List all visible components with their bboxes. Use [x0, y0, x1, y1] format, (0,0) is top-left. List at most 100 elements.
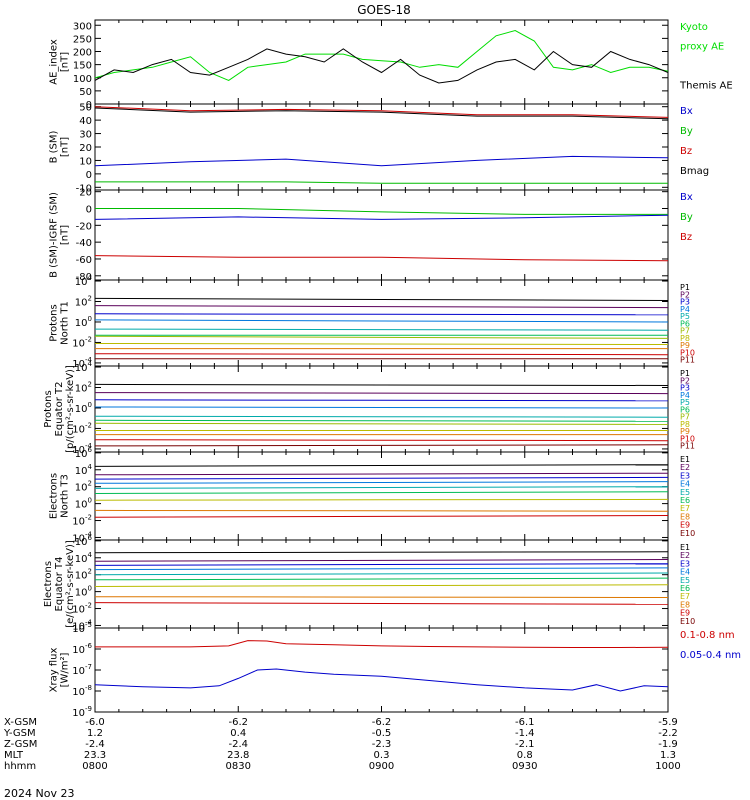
legend-item: E4 — [680, 568, 690, 577]
series-line-e2 — [94, 559, 669, 562]
footer-value: -1.4 — [515, 728, 535, 739]
footer-row-label: hhmm — [4, 761, 36, 772]
y-tick-label: 300 — [73, 21, 92, 32]
footer-value: -1.9 — [658, 739, 678, 750]
series-line-0-05-0-4-nm — [94, 668, 669, 692]
footer-value: -6.1 — [515, 717, 535, 728]
footer-value: 0900 — [369, 761, 394, 772]
legend-item: P5 — [680, 398, 690, 407]
y-axis-label: Protons — [49, 304, 60, 341]
y-tick-label: 102 — [75, 381, 92, 395]
footer-value: -2.4 — [228, 739, 248, 750]
legend-item: Kyoto — [680, 22, 708, 33]
y-tick-label: 104 — [75, 551, 93, 565]
series-line-e1 — [94, 464, 669, 467]
series-line-kyoto-proxy-ae — [94, 29, 669, 81]
footer-value: -6.0 — [85, 717, 105, 728]
y-tick-label: 102 — [75, 568, 92, 582]
series-line-e7 — [94, 584, 669, 587]
legend-item: P6 — [680, 405, 690, 414]
legend-item: E6 — [680, 496, 690, 505]
legend-item: E1 — [680, 543, 690, 552]
series-line-e4 — [94, 567, 669, 571]
series-line-p1 — [94, 297, 669, 301]
y-axis-label: North T1 — [60, 301, 71, 345]
series-line-e3 — [94, 476, 669, 480]
series-line-e2 — [94, 472, 669, 476]
y-axis-label: B (SM) — [49, 130, 60, 163]
y-tick-label: 50 — [79, 103, 92, 114]
series-line-p5 — [94, 328, 669, 331]
y-tick-label: 40 — [79, 116, 92, 127]
y-tick-label: 100 — [75, 315, 92, 329]
y-axis-label: [p/(cm²-s-sr-keV)] — [65, 365, 76, 453]
footer-value: 23.3 — [84, 750, 106, 761]
legend-item: E2 — [680, 551, 690, 560]
y-axis-label: [nT] — [60, 52, 71, 72]
legend-item: E7 — [680, 504, 690, 513]
chart-title: GOES-18 — [357, 3, 411, 17]
footer-row-label: X-GSM — [4, 717, 37, 728]
series-line-themis-ae — [94, 48, 669, 84]
legend-item: P11 — [680, 356, 695, 365]
legend-item: E1 — [680, 455, 690, 464]
footer-value: 1.2 — [87, 728, 103, 739]
legend-item: 0.05-0.4 nm — [680, 650, 741, 661]
y-axis-label: [nT] — [60, 225, 71, 245]
legend-item: E5 — [680, 576, 690, 585]
y-tick-label: 10-8 — [72, 684, 92, 698]
legend-item: P1 — [680, 369, 690, 378]
series-line-p7 — [94, 335, 669, 339]
legend-item: P10 — [680, 434, 695, 443]
series-line-e6 — [94, 491, 669, 494]
series-line-e6 — [94, 577, 669, 581]
y-axis-label: Protons — [43, 390, 54, 427]
legend-item: P10 — [680, 348, 695, 357]
panel-frame — [94, 627, 669, 713]
y-axis-label: Equator T4 — [54, 557, 65, 612]
footer-value: -6.2 — [372, 717, 392, 728]
footer-value: -2.3 — [372, 739, 392, 750]
legend-item: E9 — [680, 521, 690, 530]
panel-2: -10 0 10 20 30 40 50 B (SM) [nT] Bx By Bz Bmag — [49, 103, 710, 195]
footer-row-label: Z-GSM — [4, 739, 37, 750]
y-tick-label: 106 — [75, 534, 93, 548]
y-axis-label: North T3 — [60, 474, 71, 518]
legend-item: E8 — [680, 600, 690, 609]
y-axis-label: Equator T2 — [54, 382, 65, 437]
legend-item: Bx — [680, 106, 693, 117]
legend-item: E5 — [680, 488, 690, 497]
legend-item: P11 — [680, 442, 695, 451]
series-line-p10 — [94, 353, 669, 356]
series-line-e9 — [94, 515, 669, 518]
y-axis-label: Electrons — [43, 561, 54, 607]
legend-item: P6 — [680, 319, 690, 328]
series-line-bx — [94, 214, 669, 220]
y-tick-label: 100 — [73, 74, 92, 85]
legend-item: Bz — [680, 232, 692, 243]
y-tick-label: 104 — [75, 463, 93, 477]
panel-frame — [94, 189, 669, 281]
y-tick-label: 104 — [75, 274, 93, 288]
y-tick-label: 10-5 — [72, 621, 92, 635]
legend-item: P2 — [680, 376, 690, 385]
legend-item: P5 — [680, 312, 690, 321]
y-tick-label: 100 — [75, 585, 92, 599]
legend-item: E6 — [680, 584, 690, 593]
legend-item: E10 — [680, 529, 695, 538]
panel-frame — [94, 365, 669, 453]
y-tick-label: 10-7 — [72, 663, 92, 677]
legend-item: E7 — [680, 592, 690, 601]
y-tick-label: 20 — [79, 188, 92, 199]
y-tick-label: -10 — [76, 183, 92, 194]
footer-value: 0.3 — [374, 750, 390, 761]
footer-value: -6.2 — [228, 717, 248, 728]
legend-item: E8 — [680, 512, 690, 521]
footer-row-label: MLT — [4, 750, 24, 761]
legend-item: P7 — [680, 327, 690, 336]
series-line-by — [95, 208, 668, 215]
footer-value: -2.2 — [658, 728, 678, 739]
